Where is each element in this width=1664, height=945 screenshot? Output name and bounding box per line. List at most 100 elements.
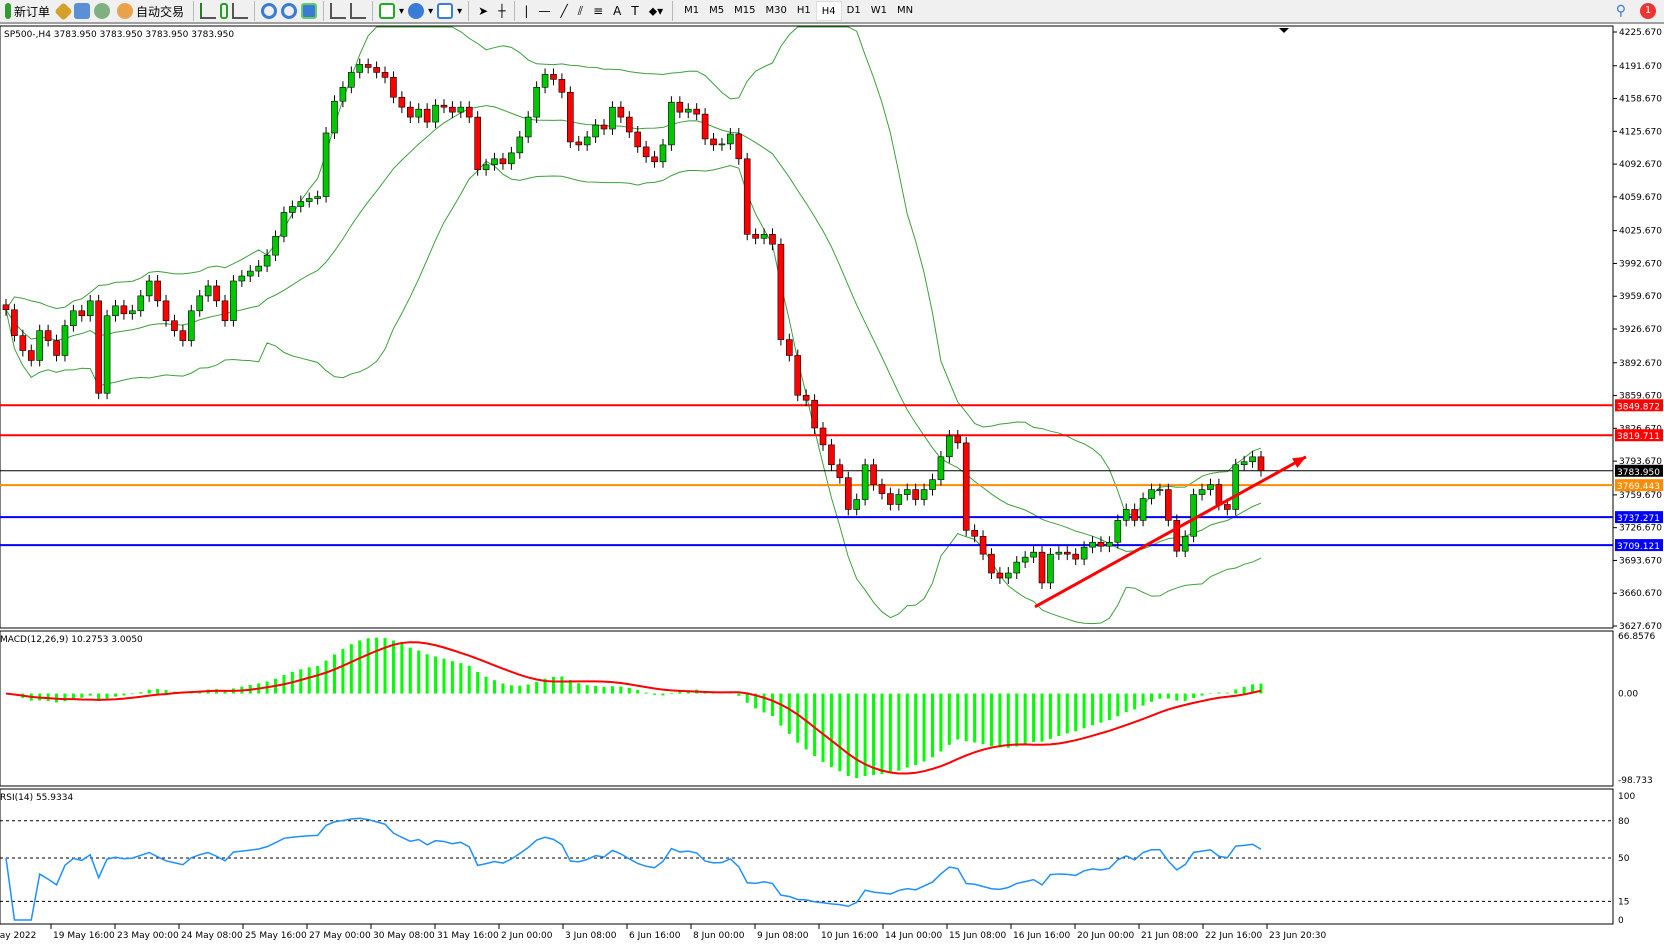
rsi-tick-label: 0: [1618, 916, 1624, 926]
timeframe-m15[interactable]: M15: [734, 5, 756, 16]
main-pane-frame: [0, 25, 1614, 629]
chart-header: SP500-,H4 3783.950 3783.950 3783.950 378…: [4, 30, 234, 40]
dropdown-arrow-icon[interactable]: ▾: [457, 5, 463, 17]
text-icon[interactable]: A: [613, 4, 622, 18]
timeframe-d1[interactable]: D1: [846, 5, 861, 16]
bull-candle: [36, 330, 43, 361]
bear-candle: [221, 300, 229, 322]
bull-candle: [348, 72, 355, 88]
history-center-icon[interactable]: [54, 1, 73, 21]
bull-candle: [659, 144, 667, 163]
new-order-button[interactable]: 新订单: [2, 1, 53, 21]
bear-candle: [1131, 509, 1138, 521]
time-label: 23 May 00:00: [117, 931, 179, 941]
bear-candle: [617, 106, 625, 118]
bull-candle: [297, 201, 305, 207]
price-tick-label: 4125.670: [1619, 127, 1662, 137]
bear-candle: [567, 91, 574, 143]
bear-candle: [1165, 489, 1172, 521]
trendline-arrowhead-icon: [1292, 456, 1306, 468]
bull-candle: [1139, 498, 1147, 521]
auto-trading-button[interactable]: 自动交易: [114, 1, 187, 21]
arrows-icon[interactable]: ⬥▾: [648, 3, 664, 18]
horizontal-line-icon[interactable]: —: [538, 4, 551, 18]
time-label: 21 Jun 08:00: [1141, 931, 1198, 941]
time-label: 27 May 00:00: [309, 931, 371, 941]
bull-candle: [609, 106, 616, 130]
bull-candle: [129, 310, 136, 315]
bar-chart-icon[interactable]: [200, 3, 217, 19]
crosshair-icon[interactable]: ┼: [498, 4, 506, 18]
chart-shift-icon[interactable]: [350, 3, 367, 19]
bear-candle: [373, 67, 380, 73]
bull-candle: [668, 101, 675, 146]
equidistant-channel-icon[interactable]: ⫽: [577, 3, 584, 18]
signals-icon[interactable]: [94, 3, 111, 19]
bear-candle: [769, 234, 776, 245]
cursor-icon[interactable]: ➤: [478, 4, 489, 18]
bull-candle: [1232, 464, 1240, 510]
bull-candle: [322, 132, 330, 197]
macd-pane-frame: [0, 630, 1614, 787]
bear-candle: [1097, 541, 1105, 547]
timeframe-mn[interactable]: MN: [896, 5, 914, 16]
tile-windows-icon[interactable]: [301, 3, 318, 19]
bull-candle: [903, 489, 911, 495]
time-label: 19 May 16:00: [53, 931, 115, 941]
text-label-icon[interactable]: T: [631, 4, 639, 18]
bear-candle: [962, 442, 970, 531]
fibonacci-icon[interactable]: ≡: [593, 4, 604, 18]
bear-candle: [381, 72, 389, 78]
dropdown-arrow-icon[interactable]: ▾: [428, 5, 434, 17]
bear-candle: [710, 138, 717, 146]
bull-candle: [1114, 520, 1122, 543]
bull-candle: [1249, 456, 1256, 463]
bear-candle: [499, 158, 507, 165]
bear-candle: [171, 320, 178, 331]
bear-candle: [398, 96, 406, 108]
level-price-tag: [1615, 511, 1663, 524]
templates-icon[interactable]: [437, 3, 454, 19]
time-label: 22 Jun 16:00: [1205, 931, 1262, 941]
rsi-tick-label: 80: [1618, 817, 1630, 827]
trendline: [1034, 455, 1307, 609]
timeframe-m1[interactable]: M1: [684, 5, 700, 16]
notification-badge[interactable]: 1: [1640, 3, 1656, 19]
bear-candle: [954, 435, 962, 444]
timeframe-w1[interactable]: W1: [870, 5, 887, 16]
bull-candle: [238, 275, 246, 282]
candlestick-chart-icon[interactable]: [220, 3, 229, 19]
bear-candle: [996, 572, 1004, 579]
timeframe-m30[interactable]: M30: [765, 5, 787, 16]
macd-signal-line: [5, 641, 1262, 775]
bull-candle: [895, 494, 903, 505]
zoom-in-icon[interactable]: [261, 3, 278, 19]
search-icon[interactable]: ⚲: [1615, 3, 1626, 19]
bear-candle: [95, 300, 102, 394]
dropdown-arrow-icon[interactable]: ▾: [399, 5, 405, 17]
macd-tick-label: 66.8576: [1618, 632, 1655, 642]
auto-scroll-icon[interactable]: [330, 3, 347, 19]
chart-shift-marker-icon: [1279, 28, 1289, 33]
bull-candle: [853, 499, 861, 510]
bear-candle: [735, 133, 743, 160]
timeframe-m5[interactable]: M5: [709, 5, 725, 16]
market-watch-icon[interactable]: [74, 3, 91, 19]
toolbar: 新订单 自动交易 ▾ ▾ ▾ ➤ ┼ | — ╱ ⫽ ≡ A T ⬥▾ M1 M5…: [0, 0, 1664, 24]
trendline-icon[interactable]: ╱: [560, 4, 568, 18]
indicators-icon[interactable]: [379, 3, 396, 19]
periods-clock-icon[interactable]: [408, 3, 425, 19]
bear-candle: [878, 484, 886, 494]
bear-candle: [19, 335, 27, 351]
bear-candle: [1215, 484, 1223, 505]
bear-candle: [213, 285, 220, 302]
bollinger-upper: [5, 26, 1262, 516]
bear-candle: [693, 108, 700, 115]
vertical-line-icon[interactable]: |: [524, 4, 529, 18]
timeframe-h1[interactable]: H1: [796, 5, 811, 16]
timeframe-h4[interactable]: H4: [815, 1, 842, 21]
line-chart-icon[interactable]: [232, 3, 249, 19]
separator: [372, 1, 374, 21]
zoom-out-icon[interactable]: [281, 3, 298, 19]
